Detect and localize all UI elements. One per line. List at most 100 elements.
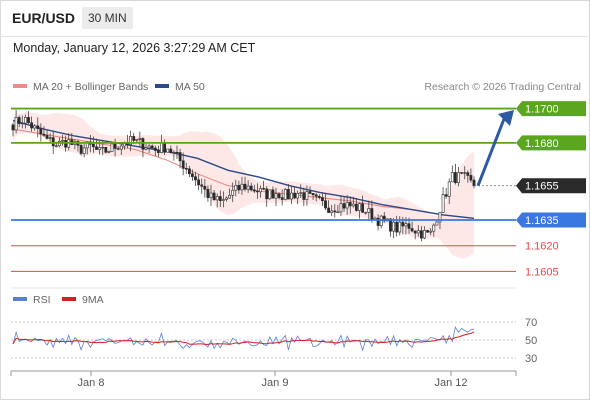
chart-header: EUR/USD 30 MIN xyxy=(0,0,590,37)
candle-body xyxy=(410,228,414,232)
candle-body xyxy=(116,148,120,150)
resistance-tag xyxy=(516,101,586,117)
candle-body xyxy=(203,186,207,190)
candle-body xyxy=(147,145,151,149)
candle-body xyxy=(457,172,460,183)
candle-body xyxy=(327,207,331,213)
candle-body xyxy=(39,128,43,135)
candle-body xyxy=(429,230,433,233)
candle-body xyxy=(296,193,300,199)
candle-body xyxy=(255,190,259,193)
candle-body xyxy=(194,176,197,181)
candle-body xyxy=(169,148,173,153)
candle-body xyxy=(200,184,204,187)
candle-body xyxy=(175,151,179,154)
ma50-swatch xyxy=(155,84,169,88)
candle-body xyxy=(262,188,266,190)
candle-body xyxy=(240,183,244,191)
candle-body xyxy=(243,183,247,190)
candle-body xyxy=(27,117,30,124)
candle-body xyxy=(320,197,324,202)
candle-body xyxy=(11,124,15,131)
candle-body xyxy=(432,224,436,232)
candle-body xyxy=(274,193,278,199)
candle-body xyxy=(305,191,309,200)
forecast-arrow-shaft xyxy=(476,118,506,187)
candle-body xyxy=(354,203,358,211)
candle-body xyxy=(150,145,154,149)
candle-body xyxy=(259,188,262,193)
candle-body xyxy=(447,181,451,197)
candle-body xyxy=(342,203,346,209)
candle-body xyxy=(64,140,68,148)
candle-body xyxy=(206,188,210,198)
rsi-tick-label: 50 xyxy=(525,335,537,347)
support-label: 1.1635 xyxy=(525,215,559,227)
candle-body xyxy=(314,194,318,197)
candle-body xyxy=(419,230,423,239)
candle-body xyxy=(413,230,417,234)
candle-body xyxy=(348,202,352,207)
level-label: 1.1605 xyxy=(525,266,559,278)
candle-body xyxy=(280,197,284,200)
ma20-legend-label: MA 20 + Bollinger Bands xyxy=(33,81,148,93)
candle-body xyxy=(426,230,430,233)
candle-body xyxy=(472,179,476,187)
candle-body xyxy=(218,196,222,201)
candle-body xyxy=(107,151,111,153)
candle-body xyxy=(163,142,167,153)
x-axis: Jan 8 Jan 9 Jan 12 xyxy=(10,370,517,389)
candle-body xyxy=(370,208,374,221)
rsi-tick-label: 30 xyxy=(525,353,537,365)
candle-body xyxy=(20,122,24,125)
candle-body xyxy=(277,193,281,198)
candlesticks xyxy=(11,109,476,242)
timeframe-button[interactable]: 30 MIN xyxy=(82,7,133,29)
level-label: 1.1620 xyxy=(525,241,559,253)
candle-body xyxy=(101,147,105,149)
ma50-legend-label: MA 50 xyxy=(175,81,205,93)
support-tag xyxy=(516,212,586,228)
candle-body xyxy=(129,136,133,145)
candle-body xyxy=(382,215,386,222)
candle-body xyxy=(231,189,235,196)
candle-body xyxy=(367,208,371,213)
candle-body xyxy=(166,148,170,153)
candle-body xyxy=(113,143,117,149)
candle-body xyxy=(98,147,102,150)
candle-body xyxy=(132,136,136,141)
candle-body xyxy=(209,192,213,198)
candle-body xyxy=(252,189,256,192)
candle-body xyxy=(423,230,426,239)
ma9-swatch xyxy=(62,297,76,301)
candle-body xyxy=(299,192,303,194)
candle-body xyxy=(225,197,228,200)
candle-body xyxy=(265,188,269,200)
candle-body xyxy=(463,172,467,174)
candle-body xyxy=(345,202,349,209)
candle-body xyxy=(246,185,250,190)
candle-body xyxy=(444,194,448,197)
candle-body xyxy=(33,125,37,129)
candle-body xyxy=(79,145,83,154)
candle-body xyxy=(392,221,396,232)
rsi-legend: RSI 9MA xyxy=(13,294,104,306)
candle-body xyxy=(228,195,232,199)
candle-body xyxy=(286,189,290,200)
candle-body xyxy=(249,185,253,191)
candle-body xyxy=(401,221,405,227)
candle-body xyxy=(404,223,408,227)
candle-body xyxy=(435,221,439,226)
bollinger-fill xyxy=(13,111,474,259)
candle-body xyxy=(416,230,420,234)
price-levels: 1.1700 1.1680 1.1655 1.1635 1.1620 1.1605 xyxy=(11,101,586,278)
candle-body xyxy=(268,189,272,200)
candle-body xyxy=(42,133,46,136)
candle-body xyxy=(330,210,334,213)
candle-body xyxy=(398,221,402,233)
candle-body xyxy=(311,193,315,196)
candle-body xyxy=(138,138,142,140)
candle-body xyxy=(361,203,365,213)
x-tick-label: Jan 9 xyxy=(262,377,289,389)
x-tick-label: Jan 12 xyxy=(434,377,467,389)
